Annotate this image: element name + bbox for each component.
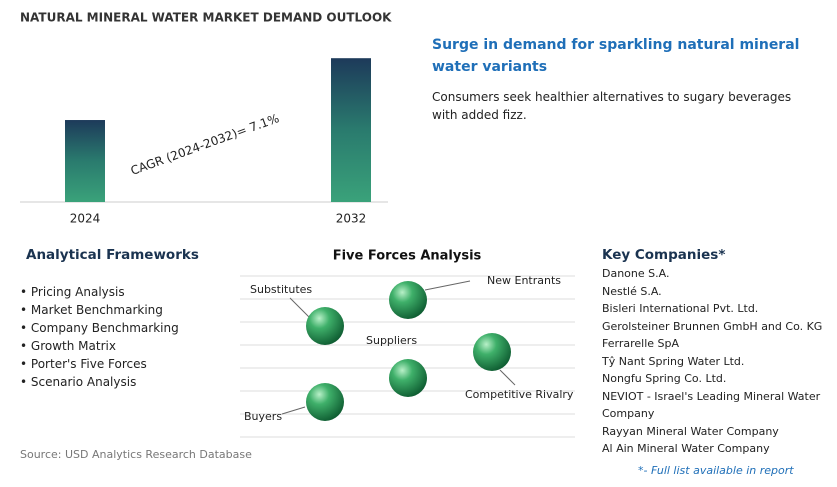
five-forces-title: Five Forces Analysis bbox=[333, 249, 482, 264]
list-item: Porter's Five Forces bbox=[20, 355, 179, 373]
x-tick-label: 2032 bbox=[336, 212, 367, 226]
force-label: Competitive Rivalry bbox=[465, 388, 574, 401]
list-item: Company Benchmarking bbox=[20, 319, 179, 337]
list-item: Ferrarelle SpA bbox=[602, 337, 679, 350]
x-tick-label: 2024 bbox=[70, 212, 101, 226]
force-label: Suppliers bbox=[366, 334, 417, 347]
list-item: Market Benchmarking bbox=[20, 301, 179, 319]
companies-list: Danone S.A. Nestlé S.A. Bisleri Internatio… bbox=[602, 265, 832, 461]
spheres bbox=[306, 281, 511, 421]
bar bbox=[331, 58, 371, 202]
connectors bbox=[281, 280, 516, 415]
list-item: Rayyan Mineral Water Company bbox=[602, 424, 779, 438]
force-label: Substitutes bbox=[250, 283, 312, 296]
source: Source: USD Analytics Research Database bbox=[20, 448, 252, 461]
list-item: Nongfu Spring Co. Ltd. bbox=[602, 372, 727, 385]
list-item: NEVIOT - Israel's Leading Mineral Water … bbox=[602, 389, 821, 421]
list-item: Al Ain Mineral Water Company bbox=[602, 442, 770, 455]
list-item: Bisleri International Pvt. Ltd. bbox=[602, 302, 759, 315]
force-label: Buyers bbox=[244, 410, 282, 423]
companies-note: *- Full list available in report bbox=[638, 464, 794, 477]
list-item: Nestlé S.A. bbox=[602, 284, 662, 298]
chart-title: NATURAL MINERAL WATER MARKET DEMAND OUTL… bbox=[20, 11, 392, 25]
highlight-text: Consumers seek healthier alternatives to… bbox=[432, 90, 792, 122]
cagr-annotation: CAGR (2024-2032)= 7.1% bbox=[129, 111, 281, 178]
list-item: Gerolsteiner Brunnen GmbH and Co. KG bbox=[602, 319, 823, 333]
force-label: New Entrants bbox=[487, 274, 561, 287]
highlight-title: Surge in demand for sparkling natural mi… bbox=[432, 37, 800, 75]
list-item: Pricing Analysis bbox=[20, 283, 179, 301]
frameworks-list: Pricing AnalysisMarket BenchmarkingCompa… bbox=[20, 283, 179, 391]
companies-title: Key Companies* bbox=[602, 247, 726, 263]
list-item: Scenario Analysis bbox=[20, 373, 179, 391]
list-item: Growth Matrix bbox=[20, 337, 179, 355]
frameworks-title: Analytical Frameworks bbox=[26, 247, 199, 263]
list-item: Tŷ Nant Spring Water Ltd. bbox=[602, 354, 745, 368]
bar bbox=[65, 120, 105, 202]
list-item: Danone S.A. bbox=[602, 267, 670, 280]
